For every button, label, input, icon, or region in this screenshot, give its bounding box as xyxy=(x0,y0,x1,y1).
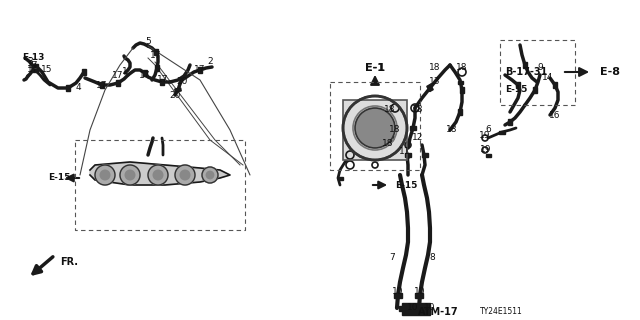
Text: 17: 17 xyxy=(157,75,169,84)
Text: 17: 17 xyxy=(195,66,205,75)
Text: 18: 18 xyxy=(412,106,424,115)
Bar xyxy=(402,303,430,315)
Text: 17: 17 xyxy=(140,70,151,79)
Text: 20: 20 xyxy=(170,91,180,100)
Bar xyxy=(343,100,407,160)
Text: FR.: FR. xyxy=(60,257,78,267)
Text: 10: 10 xyxy=(414,287,426,297)
Text: 7: 7 xyxy=(389,253,395,262)
Circle shape xyxy=(152,170,163,180)
Bar xyxy=(66,85,70,91)
Bar xyxy=(553,82,557,88)
Text: 6: 6 xyxy=(485,125,491,134)
Text: 16: 16 xyxy=(549,110,561,119)
Bar xyxy=(523,62,527,68)
Bar xyxy=(32,68,38,71)
Bar xyxy=(343,100,407,160)
Bar xyxy=(394,292,402,298)
Bar xyxy=(427,84,433,92)
Text: 14: 14 xyxy=(542,74,554,83)
Text: 18: 18 xyxy=(384,106,396,115)
Text: E-15: E-15 xyxy=(505,85,527,94)
Text: 4: 4 xyxy=(75,84,81,92)
Text: 17: 17 xyxy=(112,71,124,81)
Text: 10: 10 xyxy=(407,303,419,313)
Text: 12: 12 xyxy=(412,133,424,142)
Text: 18: 18 xyxy=(456,63,468,73)
Bar xyxy=(405,153,411,157)
Bar xyxy=(533,87,537,93)
Circle shape xyxy=(95,165,115,185)
Bar xyxy=(160,79,164,85)
Text: ATM-17: ATM-17 xyxy=(418,307,459,317)
Text: B-17-31: B-17-31 xyxy=(505,67,547,77)
Text: 17: 17 xyxy=(28,66,39,75)
Text: 10: 10 xyxy=(392,287,404,297)
Text: E-15: E-15 xyxy=(48,173,70,182)
Circle shape xyxy=(179,170,191,180)
Text: 18: 18 xyxy=(382,139,394,148)
Bar xyxy=(458,109,462,115)
Text: 9: 9 xyxy=(537,63,543,73)
Text: E-13: E-13 xyxy=(22,53,44,62)
Circle shape xyxy=(355,108,395,148)
Bar xyxy=(32,63,38,67)
Text: E-1: E-1 xyxy=(365,63,385,73)
Bar xyxy=(399,306,407,310)
Bar xyxy=(458,81,463,84)
Text: 17: 17 xyxy=(150,51,162,60)
Bar xyxy=(415,292,423,298)
Bar xyxy=(420,306,428,310)
Circle shape xyxy=(175,165,195,185)
Text: E-15: E-15 xyxy=(395,180,417,189)
Bar xyxy=(82,69,86,75)
Text: E-1: E-1 xyxy=(365,63,385,73)
Text: TY24E1511: TY24E1511 xyxy=(480,308,523,316)
Circle shape xyxy=(120,165,140,185)
Bar xyxy=(486,154,490,156)
Bar xyxy=(422,153,428,157)
Text: 11: 11 xyxy=(399,148,411,156)
Text: 5: 5 xyxy=(145,37,151,46)
Text: 20: 20 xyxy=(176,77,188,86)
Bar xyxy=(175,88,181,92)
Bar xyxy=(100,82,104,88)
Polygon shape xyxy=(90,162,230,185)
Circle shape xyxy=(202,167,218,183)
Circle shape xyxy=(205,171,214,180)
Text: 10: 10 xyxy=(424,303,436,313)
Text: 2: 2 xyxy=(207,58,213,67)
Text: E-8: E-8 xyxy=(600,67,620,77)
Bar xyxy=(154,49,158,55)
Text: 18: 18 xyxy=(446,125,458,134)
Text: 18: 18 xyxy=(389,125,401,134)
Text: 17: 17 xyxy=(96,81,108,90)
Circle shape xyxy=(99,170,111,180)
Text: 8: 8 xyxy=(429,253,435,262)
Text: 1: 1 xyxy=(122,68,128,76)
Bar xyxy=(143,70,147,76)
Text: 13: 13 xyxy=(429,77,441,86)
Text: 18: 18 xyxy=(429,63,441,73)
Text: 19: 19 xyxy=(479,131,491,140)
Bar xyxy=(337,177,342,180)
Bar xyxy=(508,119,512,125)
Bar xyxy=(460,87,464,93)
Circle shape xyxy=(125,170,136,180)
Bar xyxy=(516,82,520,88)
Bar xyxy=(116,80,120,86)
Text: 19: 19 xyxy=(480,146,492,155)
Bar xyxy=(499,131,505,133)
Text: 15: 15 xyxy=(41,66,52,75)
Bar xyxy=(155,65,159,71)
Text: 3: 3 xyxy=(27,58,33,67)
Bar xyxy=(198,67,202,73)
Text: 17: 17 xyxy=(28,60,39,69)
Circle shape xyxy=(148,165,168,185)
Bar xyxy=(410,126,416,130)
